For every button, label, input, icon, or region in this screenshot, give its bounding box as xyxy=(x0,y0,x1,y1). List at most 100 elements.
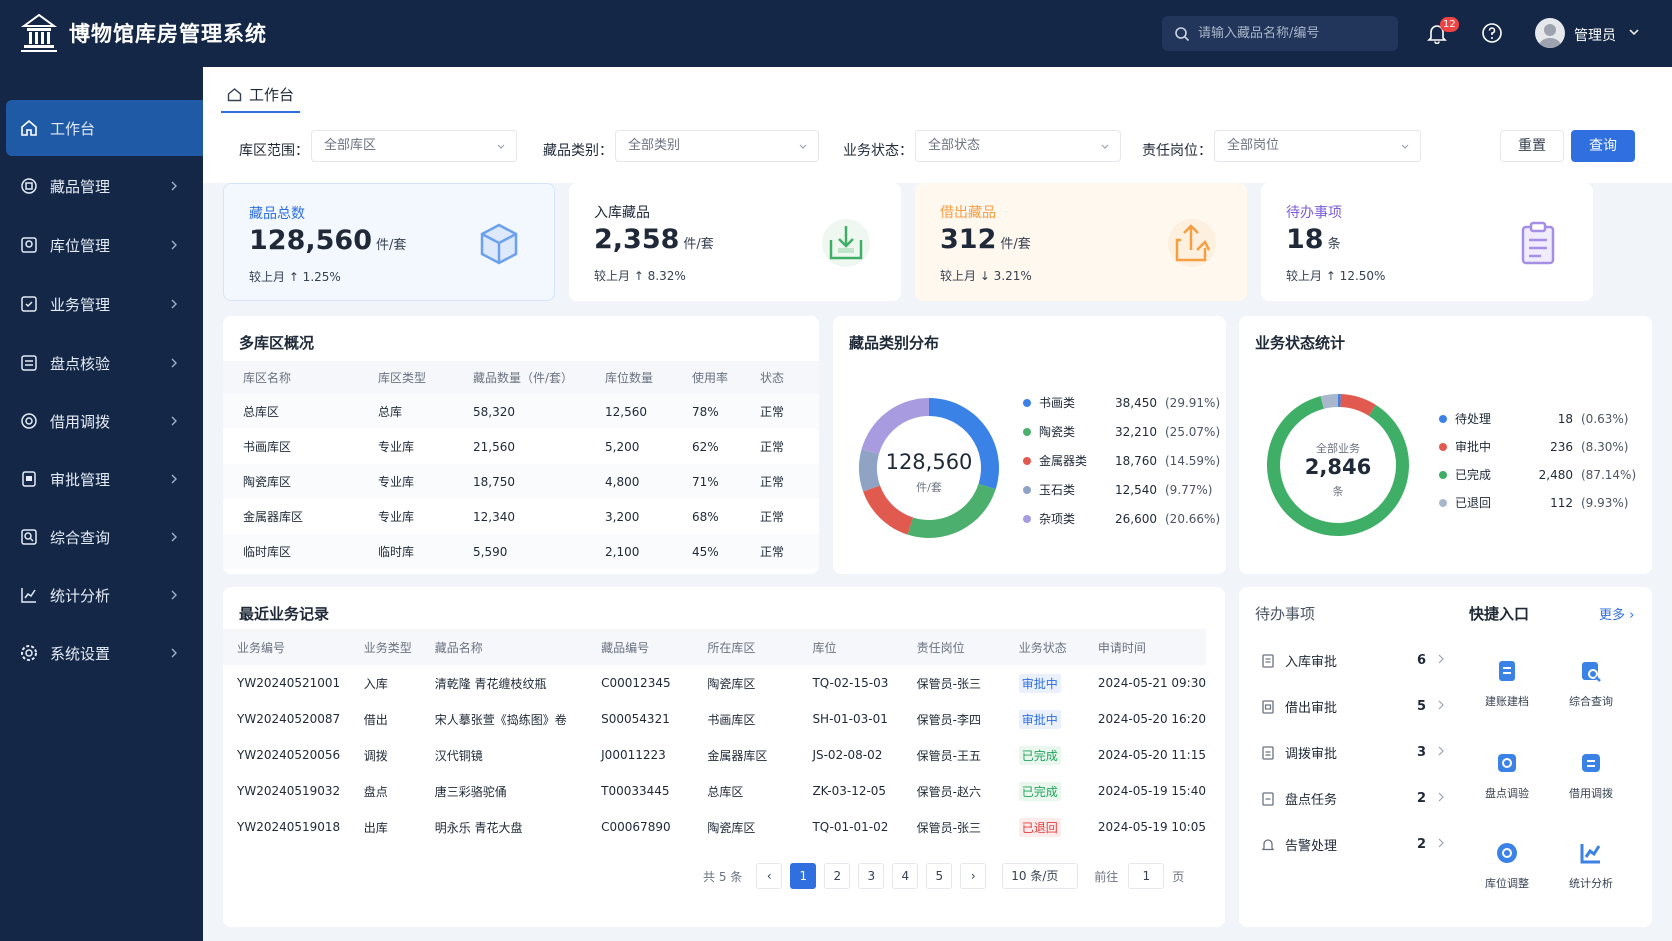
stat-card-inbound[interactable]: 入库藏品 2,358 件/套 较上月 ↑ 8.32% xyxy=(569,183,901,301)
legend-label: 金属器类 xyxy=(1039,454,1088,468)
approval-icon xyxy=(22,471,36,487)
sidebar-item-settings[interactable]: 系统设置 xyxy=(6,625,203,681)
page-button[interactable]: 1 xyxy=(790,863,817,889)
legend-item: 已退回 112 (9.93%) xyxy=(1439,494,1628,511)
legend-swatch xyxy=(1023,427,1031,436)
quick-swap[interactable]: 借用调拨 xyxy=(1556,749,1626,801)
clipboard-icon xyxy=(1521,221,1555,265)
stat-card-total[interactable]: 藏品总数 128,560 件/套 较上月 ↑ 1.25% xyxy=(223,183,555,301)
sidebar-item-query[interactable]: 综合查询 xyxy=(6,509,203,565)
status-legend: 待处理 18 (0.63%) 审批中 236 (8.30%) 已完成 2,480 (87.14%… xyxy=(1439,410,1639,520)
table-row[interactable]: YW20240520087 借出 宋人摹张萱《捣练图》卷 S00054321 书画库区 S… xyxy=(223,701,1206,737)
table-row[interactable]: 金属器库区 专业库 12,340 3,200 68% 正常 xyxy=(243,509,785,525)
donut-slice[interactable] xyxy=(863,485,914,535)
page-button[interactable]: 2 xyxy=(824,863,851,889)
analysis-icon xyxy=(1580,844,1601,864)
stat-card-borrowed[interactable]: 借出藏品 312 件/套 较上月 ↓ 3.21% xyxy=(915,183,1247,301)
quick-check[interactable]: 盘点调验 xyxy=(1472,749,1542,801)
donut-slice[interactable] xyxy=(929,398,999,490)
donut-slice[interactable] xyxy=(1320,394,1338,409)
table-row[interactable]: YW20240519032 盘点 唐三彩骆驼俑 T00033445 总库区 ZK-03-1… xyxy=(223,773,1206,809)
table-row[interactable]: YW20240519018 出库 明永乐 青花大盘 C00067890 陶瓷库区 TQ-0… xyxy=(223,809,1206,845)
reset-button[interactable]: 重置 xyxy=(1500,130,1564,162)
chevron-down-icon xyxy=(799,144,807,149)
legend-swatch xyxy=(1439,470,1447,479)
quick-archive[interactable]: 建账建档 xyxy=(1472,657,1542,709)
donut-slice[interactable] xyxy=(861,398,929,455)
donut-slice[interactable] xyxy=(1338,394,1341,408)
stat-compare: 较上月 ↑ 1.25% xyxy=(249,270,341,284)
legend-item: 审批中 236 (8.30%) xyxy=(1439,438,1628,455)
legend-label: 书画类 xyxy=(1039,396,1076,410)
bell-icon[interactable] xyxy=(1426,22,1448,44)
legend-percent: (0.63%) xyxy=(1581,411,1629,426)
page-size-select[interactable]: 10 条/页 xyxy=(1002,863,1079,889)
sidebar-item-transfer[interactable]: 借用调拨 xyxy=(6,393,203,449)
help-icon[interactable] xyxy=(1481,22,1503,44)
legend-label: 已完成 xyxy=(1455,468,1492,482)
sidebar-item-inventory[interactable]: 盘点核验 xyxy=(6,335,203,391)
more-link[interactable]: 更多 › xyxy=(1599,608,1635,623)
table-row[interactable]: 书画库区 专业库 21,560 5,200 62% 正常 xyxy=(243,439,785,455)
column-header: 库区类型 xyxy=(358,361,453,394)
sidebar-item-location[interactable]: 库位管理 xyxy=(6,217,203,273)
table-row[interactable]: 陶瓷库区 专业库 18,750 4,800 71% 正常 xyxy=(223,464,819,499)
sidebar-item-label: 库位管理 xyxy=(50,236,111,255)
table-row[interactable]: YW20240521001 入库 清乾隆 青花缠枝纹瓶 C00012345 陶瓷库区 TQ… xyxy=(223,665,1206,701)
avatar[interactable] xyxy=(1535,18,1565,48)
inbound-icon xyxy=(822,219,870,267)
stat-card-todo[interactable]: 待办事项 18 条 较上月 ↑ 12.50% xyxy=(1261,183,1593,301)
stat-compare: 较上月 ↑ 12.50% xyxy=(1286,269,1386,283)
quick-adjust[interactable]: 库位调整 xyxy=(1472,839,1542,891)
category-value: 全部类别 xyxy=(628,138,681,153)
sidebar-item-business[interactable]: 业务管理 xyxy=(6,276,203,332)
status-badge: 已完成 xyxy=(1018,745,1061,765)
todo-item[interactable]: 盘点任务 2 xyxy=(1261,789,1451,808)
column-header: 藏品数量（件/套） xyxy=(453,361,585,394)
donut-slice[interactable] xyxy=(907,483,996,538)
todo-item[interactable]: 入库审批 6 xyxy=(1261,651,1451,670)
legend-label: 杂项类 xyxy=(1039,512,1076,526)
tab-workbench[interactable]: 工作台 xyxy=(221,77,301,113)
status-badge: 审批中 xyxy=(1018,673,1061,693)
page-button[interactable]: 4 xyxy=(892,863,919,889)
stat-value: 2,358 件/套 xyxy=(594,224,714,255)
column-header: 使用率 xyxy=(672,361,740,394)
status-select[interactable]: 全部状态 xyxy=(915,130,1121,162)
chevron-down-icon[interactable] xyxy=(1628,26,1640,38)
category-select[interactable]: 全部类别 xyxy=(615,130,819,162)
page-button[interactable]: 5 xyxy=(926,863,953,889)
sidebar-item-workbench[interactable]: 工作台 xyxy=(6,100,203,156)
todo-item[interactable]: 借出审批 5 xyxy=(1261,697,1451,716)
donut-slice[interactable] xyxy=(859,449,881,492)
prev-page-button[interactable]: ‹ xyxy=(756,863,783,889)
goto-input[interactable]: 1 xyxy=(1128,863,1165,889)
range-label: 库区范围： xyxy=(239,143,309,159)
user-name[interactable]: 管理员 xyxy=(1574,28,1616,44)
legend-percent: (8.30%) xyxy=(1581,439,1629,454)
table-row[interactable]: 总库区 总库 58,320 12,560 78% 正常 xyxy=(223,394,819,429)
quick-query[interactable]: 综合查询 xyxy=(1556,657,1626,709)
sidebar-item-analysis[interactable]: 统计分析 xyxy=(6,567,203,623)
legend-label: 待处理 xyxy=(1455,412,1492,426)
next-page-button[interactable]: › xyxy=(960,863,987,889)
range-select[interactable]: 全部库区 xyxy=(311,130,517,162)
post-value: 全部岗位 xyxy=(1227,138,1280,153)
sidebar-item-collection[interactable]: 藏品管理 xyxy=(6,158,203,214)
table-row[interactable]: YW20240520056 调拨 汉代铜镜 J00011223 金属器库区 JS-02-0… xyxy=(223,737,1206,773)
chevron-right-icon xyxy=(171,299,177,309)
legend-percent: (25.07%) xyxy=(1165,424,1221,439)
page-button[interactable]: 3 xyxy=(858,863,885,889)
quick-analysis[interactable]: 统计分析 xyxy=(1556,839,1626,891)
table-row[interactable]: 临时库区 临时库 5,590 2,100 45% 正常 xyxy=(223,534,819,569)
sidebar-item-approval[interactable]: 审批管理 xyxy=(6,451,203,507)
post-select[interactable]: 全部岗位 xyxy=(1214,130,1421,162)
donut-slice[interactable] xyxy=(1340,394,1376,416)
global-search[interactable] xyxy=(1162,16,1398,51)
query-button[interactable]: 查询 xyxy=(1571,130,1635,162)
search-input[interactable] xyxy=(1198,26,1388,41)
stat-value: 312 件/套 xyxy=(940,224,1031,255)
todo-item[interactable]: 告警处理 2 xyxy=(1261,835,1451,854)
todo-item[interactable]: 调拨审批 3 xyxy=(1261,743,1451,762)
stat-label: 藏品总数 xyxy=(249,206,305,222)
